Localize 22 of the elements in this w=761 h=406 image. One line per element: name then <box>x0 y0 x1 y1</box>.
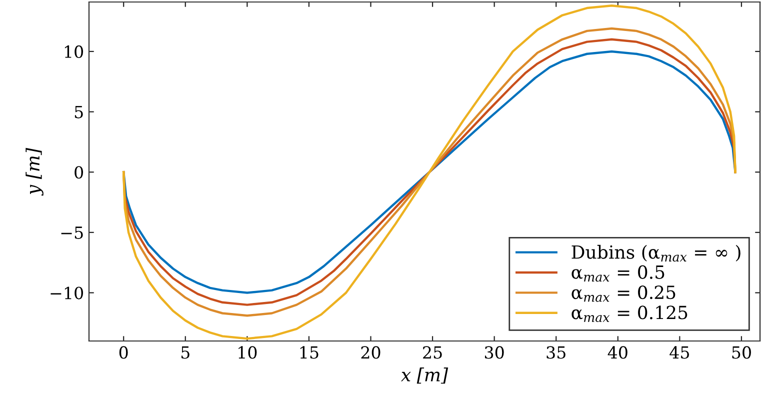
x-tick-label: 20 <box>361 346 380 359</box>
x-tick-label: 30 <box>484 346 504 359</box>
y-axis-title: y [m] <box>26 148 44 196</box>
y-tick-label: −10 <box>50 286 84 300</box>
x-axis-title: x [m] <box>400 368 448 384</box>
legend-label: Dubins (α$_{max}$ = ∞ ) <box>572 244 740 262</box>
x-tick-label: 25 <box>423 346 442 359</box>
y-tick-label: −5 <box>61 226 83 239</box>
x-tick-label: 15 <box>300 346 318 359</box>
legend-label: α$_{max}$ = 0.5 <box>572 265 664 282</box>
x-tick-label: 45 <box>670 346 689 359</box>
y-tick-label: 10 <box>64 45 84 58</box>
x-tick-label: 10 <box>238 346 257 359</box>
x-tick-label: 35 <box>546 346 566 359</box>
x-tick-label: 50 <box>732 346 751 359</box>
legend-label: α$_{max}$ = 0.125 <box>572 306 688 322</box>
legend-label: α$_{max}$ = 0.25 <box>572 285 676 302</box>
x-tick-label: 0 <box>119 346 128 359</box>
x-tick-label: 5 <box>182 346 190 359</box>
y-tick-label: 5 <box>74 106 83 118</box>
y-tick-label: 0 <box>74 166 84 179</box>
x-tick-label: 40 <box>608 346 628 359</box>
